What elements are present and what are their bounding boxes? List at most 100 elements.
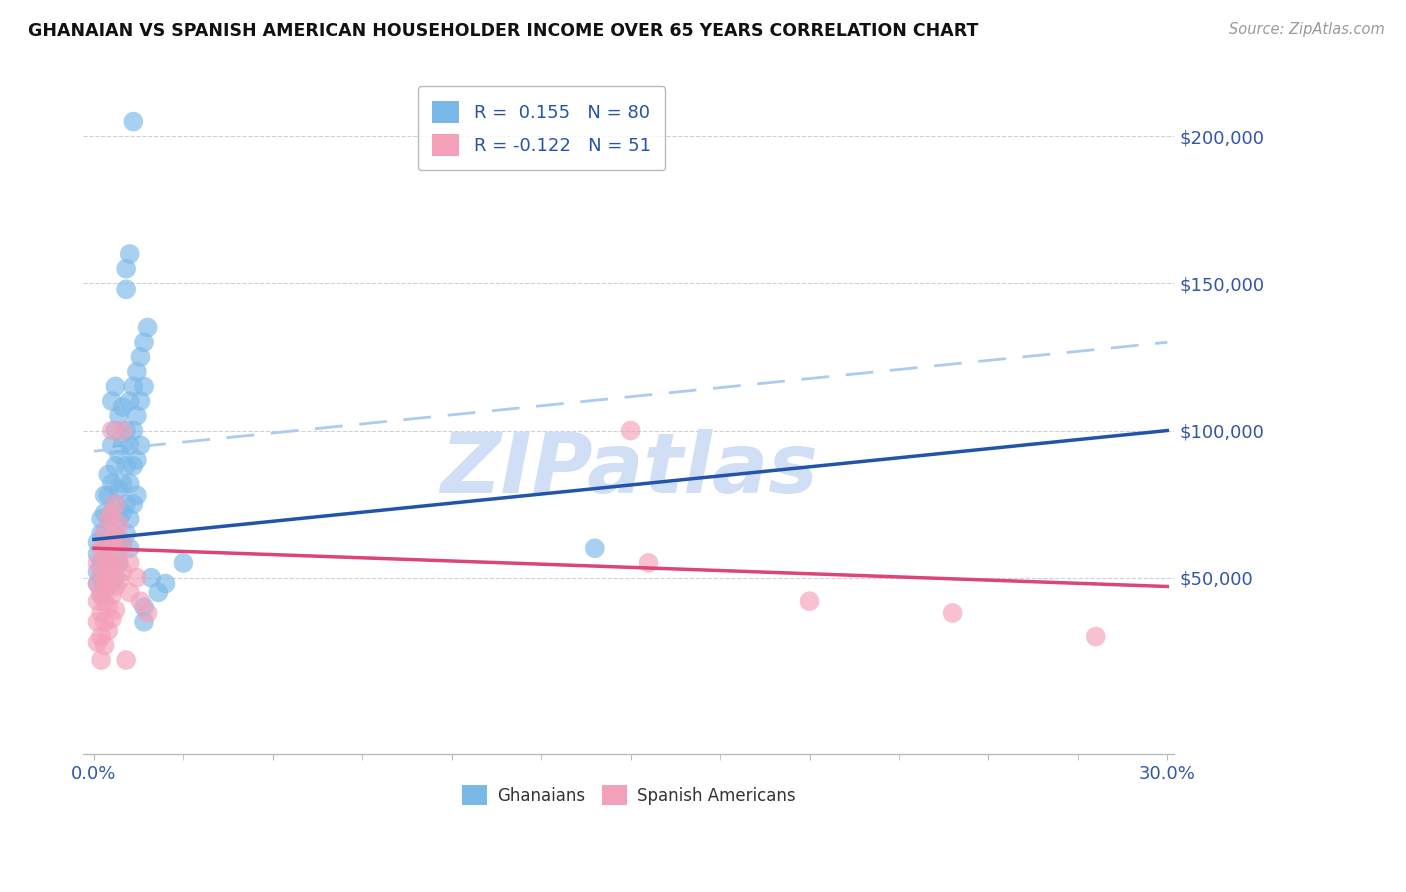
Point: [108, 535, 131, 549]
Point: [118, 556, 141, 570]
Point: [148, 585, 170, 599]
Point: [93, 547, 115, 561]
Point: [86, 576, 108, 591]
Point: [97, 467, 120, 482]
Point: [101, 535, 124, 549]
Point: [93, 565, 115, 579]
Point: [129, 438, 152, 452]
Point: [101, 394, 124, 409]
Point: [108, 547, 131, 561]
Point: [620, 424, 643, 438]
Point: [86, 635, 108, 649]
Point: [108, 409, 131, 423]
Text: ZIPatlas: ZIPatlas: [440, 429, 818, 510]
Point: [90, 653, 112, 667]
Point: [86, 576, 108, 591]
Point: [90, 606, 112, 620]
Point: [97, 600, 120, 615]
Point: [115, 261, 138, 276]
Point: [122, 424, 145, 438]
Point: [132, 615, 155, 629]
Point: [1084, 630, 1107, 644]
Point: [90, 541, 112, 556]
Point: [129, 394, 152, 409]
Point: [108, 517, 131, 532]
Point: [108, 556, 131, 570]
Point: [97, 535, 120, 549]
Point: [136, 320, 159, 334]
Point: [132, 335, 155, 350]
Point: [97, 624, 120, 638]
Point: [93, 615, 115, 629]
Point: [90, 585, 112, 599]
Point: [115, 653, 138, 667]
Point: [93, 526, 115, 541]
Point: [104, 497, 127, 511]
Point: [104, 571, 127, 585]
Point: [118, 476, 141, 491]
Point: [93, 547, 115, 561]
Point: [101, 612, 124, 626]
Point: [125, 409, 148, 423]
Point: [108, 447, 131, 461]
Point: [125, 488, 148, 502]
Point: [637, 556, 659, 570]
Point: [111, 438, 134, 452]
Point: [115, 424, 138, 438]
Point: [101, 506, 124, 520]
Point: [132, 379, 155, 393]
Point: [799, 594, 821, 608]
Point: [97, 512, 120, 526]
Text: GHANAIAN VS SPANISH AMERICAN HOUSEHOLDER INCOME OVER 65 YEARS CORRELATION CHART: GHANAIAN VS SPANISH AMERICAN HOUSEHOLDER…: [28, 22, 979, 40]
Point: [118, 585, 141, 599]
Point: [108, 483, 131, 497]
Point: [172, 556, 194, 570]
Point: [125, 453, 148, 467]
Point: [97, 576, 120, 591]
Point: [101, 506, 124, 520]
Point: [93, 506, 115, 520]
Point: [111, 424, 134, 438]
Point: [942, 606, 965, 620]
Point: [118, 541, 141, 556]
Point: [101, 588, 124, 602]
Point: [104, 603, 127, 617]
Point: [93, 526, 115, 541]
Point: [125, 571, 148, 585]
Point: [155, 576, 177, 591]
Point: [86, 547, 108, 561]
Point: [111, 565, 134, 579]
Point: [86, 556, 108, 570]
Point: [122, 379, 145, 393]
Point: [93, 594, 115, 608]
Point: [97, 488, 120, 502]
Point: [132, 600, 155, 615]
Point: [101, 535, 124, 549]
Point: [122, 497, 145, 511]
Point: [129, 350, 152, 364]
Point: [93, 638, 115, 652]
Point: [86, 565, 108, 579]
Point: [104, 379, 127, 393]
Point: [115, 458, 138, 473]
Point: [90, 588, 112, 602]
Point: [104, 458, 127, 473]
Point: [583, 541, 606, 556]
Point: [86, 594, 108, 608]
Point: [104, 424, 127, 438]
Point: [129, 594, 152, 608]
Point: [108, 574, 131, 588]
Point: [101, 556, 124, 570]
Point: [97, 556, 120, 570]
Point: [104, 526, 127, 541]
Point: [90, 526, 112, 541]
Point: [97, 512, 120, 526]
Point: [90, 565, 112, 579]
Point: [125, 365, 148, 379]
Point: [101, 565, 124, 579]
Point: [111, 400, 134, 414]
Point: [97, 579, 120, 593]
Point: [141, 571, 163, 585]
Point: [111, 535, 134, 549]
Point: [111, 506, 134, 520]
